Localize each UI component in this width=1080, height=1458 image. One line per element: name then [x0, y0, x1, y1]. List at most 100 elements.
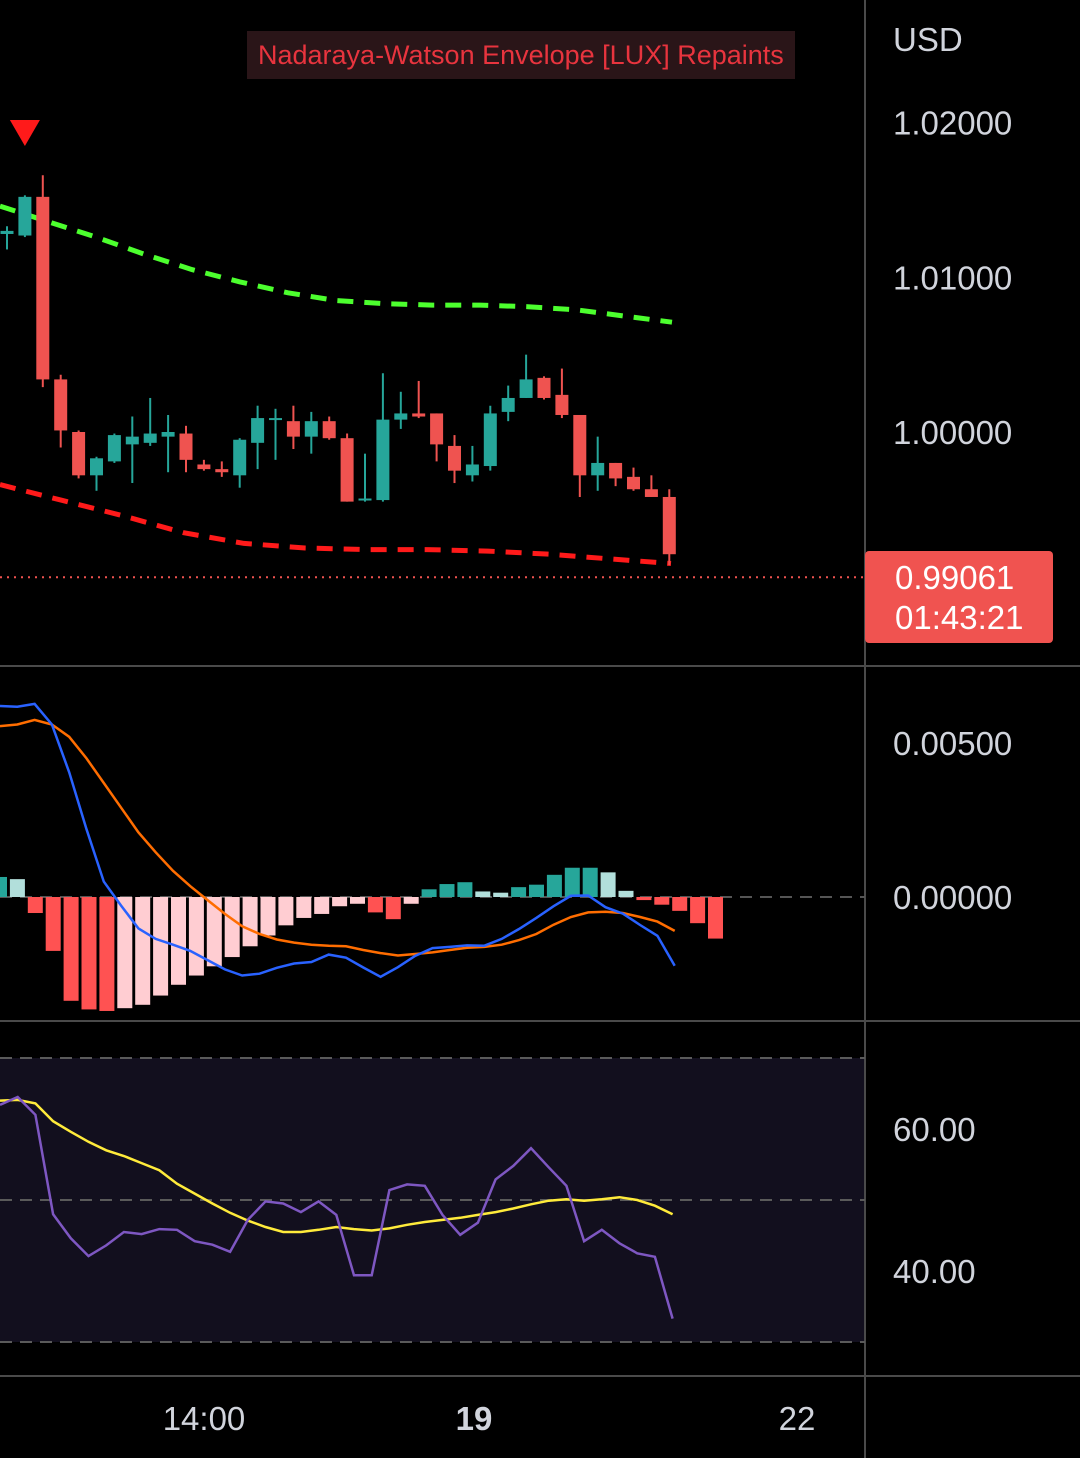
candle [501, 385, 515, 422]
candle [573, 414, 587, 497]
macd-histogram-bar [260, 897, 276, 936]
macd-histogram-bar [117, 897, 133, 1009]
macd-histogram-bar [0, 876, 7, 897]
candle-body [412, 413, 426, 417]
candle-body [18, 196, 32, 236]
candle [412, 380, 426, 419]
macd-histogram-bar [332, 897, 348, 907]
macd-histogram-bar [546, 874, 562, 897]
macd-histogram-bar [27, 897, 43, 914]
candle-body [286, 421, 300, 437]
bar-countdown: 01:43:21 [895, 599, 1024, 636]
candle [251, 405, 265, 470]
macd-histogram-bar [188, 897, 204, 976]
candle [591, 436, 605, 491]
time-label-22: 22 [779, 1400, 816, 1437]
candle [448, 435, 461, 484]
candle [394, 391, 408, 429]
macd-line [0, 702, 676, 979]
macd-histogram-bar [618, 890, 634, 897]
macd-histogram-bar [457, 882, 473, 897]
candle [36, 175, 50, 388]
candle [215, 461, 229, 477]
candle-body [322, 421, 336, 439]
candle [233, 438, 247, 488]
price-tick-label: 1.00000 [893, 414, 1012, 451]
rsi-ma-line [0, 1098, 674, 1234]
candle-body [107, 435, 121, 462]
candle [54, 374, 68, 448]
macd-histogram-bar [385, 897, 401, 920]
candle [644, 475, 658, 497]
macd-histogram-bar [206, 897, 222, 967]
macd-histogram-bar [314, 897, 330, 914]
candle [161, 414, 175, 473]
macd-histogram-bar [45, 897, 61, 951]
candle [143, 397, 157, 446]
candle-body [90, 458, 103, 476]
macd-histogram-bar [99, 897, 115, 1011]
current-price-tag: 0.99061 01:43:21 [865, 551, 1053, 643]
macd-histogram-bar [350, 897, 365, 904]
macd-histogram-bar [600, 872, 616, 897]
macd-histogram-bar [529, 884, 544, 897]
candle [519, 354, 533, 398]
candle [197, 459, 211, 471]
rsi-tick-label: 60.00 [893, 1111, 976, 1148]
candle-body [179, 433, 193, 460]
candle [304, 411, 318, 454]
candle-body [340, 438, 354, 502]
candle-body [483, 413, 497, 467]
current-price-value: 0.99061 [895, 559, 1015, 596]
candle-body [197, 464, 211, 470]
currency-label: USD [893, 21, 963, 58]
macd-histogram-bar [564, 867, 580, 897]
candle-body [161, 432, 175, 437]
candle [125, 416, 139, 484]
rsi-tick-label: 40.00 [893, 1253, 976, 1290]
candle-body [376, 419, 390, 501]
candle [483, 405, 497, 471]
price-tick-label: 1.01000 [893, 259, 1012, 296]
macd-histogram-bar [171, 897, 186, 985]
candle [555, 368, 569, 419]
candle-body [662, 496, 676, 555]
candle [286, 405, 300, 450]
macd-histogram-bar [636, 897, 652, 901]
macd-tick-label: 0.00500 [893, 725, 1012, 762]
candle-body [555, 394, 569, 415]
envelope-upper-line [0, 203, 673, 325]
candle [322, 416, 336, 440]
candle [72, 430, 86, 479]
candle [627, 467, 640, 491]
candle-body [54, 379, 68, 431]
candle-body [627, 476, 640, 490]
candle-body [36, 196, 50, 380]
candle [18, 195, 32, 238]
candle [179, 425, 193, 473]
candle [430, 413, 444, 462]
indicator-label[interactable]: Nadaraya-Watson Envelope [LUX] Repaints [247, 31, 795, 79]
macd-histogram-bar [9, 879, 25, 897]
candle-body [143, 433, 157, 443]
macd-histogram-bar [708, 897, 723, 939]
candle [107, 433, 121, 463]
candle-body [215, 469, 229, 473]
candle-body [251, 418, 265, 443]
candle-body [465, 464, 479, 476]
candle-body [448, 445, 461, 471]
macd-histogram-bar [135, 897, 151, 1005]
candle [465, 445, 479, 482]
macd-histogram-bar [367, 897, 383, 913]
candle [358, 453, 372, 502]
candle-body [269, 418, 282, 421]
candle-body [519, 379, 533, 398]
macd-histogram-bar [475, 891, 491, 897]
candle-body [358, 498, 372, 501]
candle [269, 408, 282, 460]
macd-histogram-bar [493, 892, 509, 897]
macd-histogram-bar [672, 897, 688, 911]
price-tick-label: 1.02000 [893, 105, 1012, 142]
candle [662, 489, 676, 566]
